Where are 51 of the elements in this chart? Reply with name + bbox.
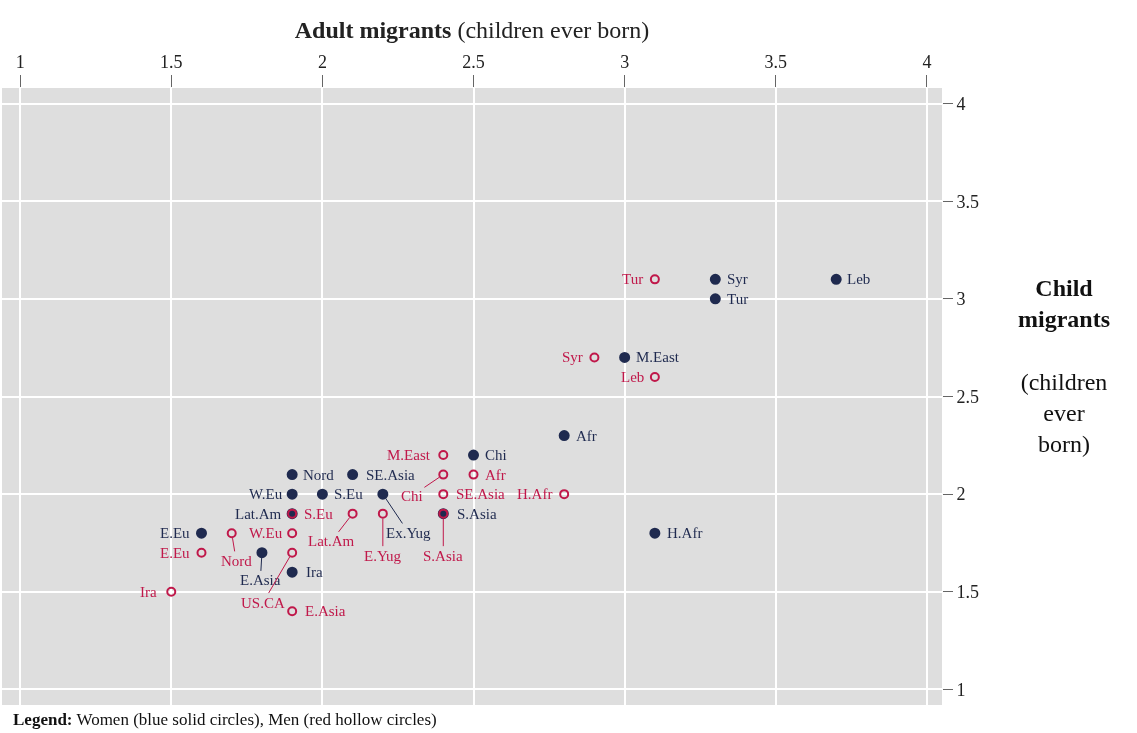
data-label: Ex.Yug (386, 525, 432, 541)
data-label: H.Afr (517, 486, 553, 502)
data-label: S.Eu (334, 486, 364, 502)
y-tick-label: 1 (956, 679, 966, 700)
x-tick-label: 4 (922, 51, 932, 72)
data-label: S.Eu (304, 506, 334, 522)
x-tick-label: 2 (317, 51, 327, 72)
x-tick-label: 2.5 (462, 51, 485, 72)
x-tick-label: 1.5 (160, 51, 183, 72)
data-label: Ira (306, 564, 323, 580)
y-tick-label: 2.5 (956, 386, 980, 407)
data-label: Syr (562, 349, 583, 365)
data-label: Syr (727, 271, 748, 287)
y-tick-label: 3.5 (956, 191, 980, 212)
data-label: Nord (221, 553, 253, 569)
y-tick-label: 2 (956, 484, 966, 505)
data-label: Lat.Am (235, 506, 282, 522)
data-label: Ira (140, 584, 157, 600)
y-tick-label: 3 (956, 289, 966, 310)
data-label: SE.Asia (366, 467, 416, 483)
data-label: SE.Asia (456, 486, 506, 502)
x-tick-label: 3 (620, 51, 630, 72)
data-label: Tur (622, 271, 644, 287)
data-label: Tur (727, 291, 749, 307)
data-label: E.Yug (364, 548, 402, 564)
data-label: Afr (576, 428, 597, 444)
data-label: M.East (636, 349, 680, 365)
data-label: S.Asia (457, 506, 497, 522)
data-label: H.Afr (667, 525, 703, 541)
data-label: M.East (387, 447, 431, 463)
data-label: US.CA (241, 595, 285, 611)
text: Child migrants (children ever born) (1018, 275, 1110, 457)
data-label: Afr (485, 467, 506, 483)
data-label: Nord (303, 467, 335, 483)
data-label: W.Eu (249, 486, 283, 502)
x-tick-label: 3.5 (764, 51, 788, 72)
data-label: Chi (485, 447, 507, 463)
data-label: E.Asia (305, 603, 346, 619)
text: Legend: Women (blue solid circles), Men (red hollow circles) (13, 710, 437, 729)
data-label: Lat.Am (308, 533, 355, 549)
data-label: S.Asia (423, 548, 463, 564)
y-tick-label: 4 (956, 93, 966, 114)
data-label: E.Eu (160, 525, 191, 541)
data-label: E.Eu (160, 545, 191, 561)
data-label: W.Eu (249, 525, 283, 541)
data-label: Chi (401, 488, 423, 504)
y-tick-label: 1.5 (956, 582, 980, 603)
x-axis-title: Adult migrants (children ever born) (294, 16, 650, 43)
data-label: Leb (847, 271, 871, 287)
data-label: Leb (621, 369, 645, 385)
x-tick-label: 1 (15, 51, 25, 72)
